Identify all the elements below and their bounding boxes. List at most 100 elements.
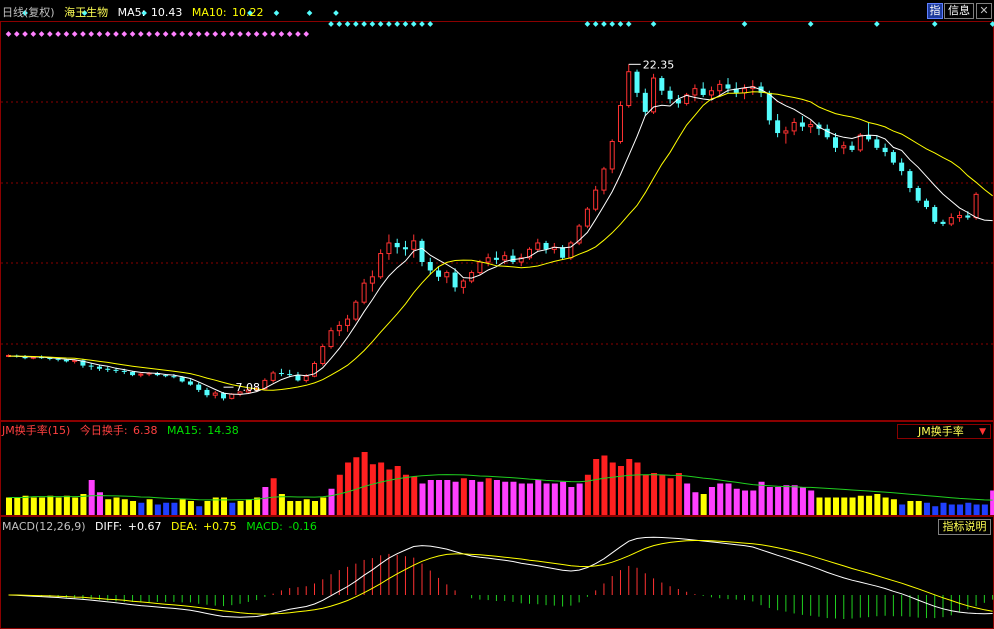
turnover-bar[interactable] [63, 495, 70, 515]
candle[interactable] [212, 390, 218, 399]
candle[interactable] [311, 361, 317, 378]
turnover-bar[interactable] [237, 501, 244, 515]
turnover-bar[interactable] [651, 473, 658, 515]
turnover-bar[interactable] [849, 497, 856, 516]
candle[interactable] [154, 371, 160, 377]
candle[interactable] [460, 278, 466, 294]
candle[interactable] [742, 84, 748, 100]
candle[interactable] [584, 207, 590, 229]
candle[interactable] [973, 192, 979, 220]
turnover-bar[interactable] [469, 480, 476, 515]
candle[interactable] [717, 80, 723, 95]
turnover-bar[interactable] [303, 499, 310, 515]
candle[interactable] [626, 64, 632, 108]
turnover-bar[interactable] [328, 488, 335, 515]
turnover-bar[interactable] [899, 504, 906, 516]
turnover-bar[interactable] [535, 480, 542, 515]
indicator-dropdown[interactable]: JM换手率 ▼ [897, 424, 991, 439]
turnover-bar[interactable] [543, 483, 550, 516]
turnover-bar[interactable] [700, 494, 707, 515]
candle[interactable] [278, 368, 284, 377]
candle[interactable] [287, 369, 293, 378]
candle[interactable] [436, 266, 442, 282]
turnover-bar[interactable] [493, 480, 500, 515]
candle[interactable] [775, 114, 781, 138]
candle[interactable] [808, 120, 814, 134]
turnover-bar[interactable] [973, 504, 980, 516]
turnover-bar[interactable] [584, 474, 591, 515]
indicator-button[interactable]: 指 [927, 3, 943, 19]
candle[interactable] [948, 213, 954, 227]
turnover-bar[interactable] [154, 504, 161, 516]
candle[interactable] [915, 185, 921, 203]
turnover-bar[interactable] [725, 483, 732, 516]
candle[interactable] [667, 86, 673, 104]
turnover-bar[interactable] [221, 497, 228, 516]
candle[interactable] [386, 234, 392, 260]
candle[interactable] [394, 238, 400, 254]
turnover-bar[interactable] [766, 487, 773, 515]
turnover-bar[interactable] [750, 490, 757, 516]
candle[interactable] [96, 364, 102, 371]
turnover-bar[interactable] [369, 464, 376, 515]
macd-histogram[interactable] [9, 553, 994, 619]
turnover-bar[interactable] [361, 452, 368, 515]
turnover-bar[interactable] [890, 499, 897, 515]
candle[interactable] [493, 251, 499, 265]
candlestick-series[interactable] [6, 64, 979, 401]
candle[interactable] [295, 371, 301, 382]
candle[interactable] [675, 94, 681, 108]
candle[interactable] [535, 238, 541, 252]
turnover-bar[interactable] [940, 502, 947, 515]
turnover-bar[interactable] [684, 483, 691, 516]
turnover-bar[interactable] [311, 501, 318, 515]
candle[interactable] [882, 143, 888, 157]
turnover-bar[interactable] [204, 501, 211, 515]
turnover-bar[interactable] [22, 495, 29, 515]
turnover-bar[interactable] [965, 502, 972, 515]
turnover-bar[interactable] [353, 457, 360, 515]
candle[interactable] [684, 92, 690, 106]
turnover-bar[interactable] [30, 497, 37, 516]
candle[interactable] [510, 249, 516, 265]
candle[interactable] [824, 124, 830, 140]
turnover-bar[interactable] [866, 495, 873, 515]
turnover-bar[interactable] [833, 497, 839, 516]
turnover-bar[interactable] [14, 497, 21, 516]
candle[interactable] [923, 198, 929, 210]
candle[interactable] [105, 366, 111, 372]
candle[interactable] [419, 238, 425, 267]
candle[interactable] [799, 116, 805, 131]
candle[interactable] [411, 234, 417, 258]
turnover-bar[interactable] [601, 455, 608, 516]
turnover-bar[interactable] [799, 487, 806, 515]
candle[interactable] [427, 257, 433, 275]
candle[interactable] [444, 270, 450, 284]
turnover-bar[interactable] [436, 480, 443, 515]
candle[interactable] [692, 84, 698, 102]
turnover-bar[interactable] [634, 462, 641, 516]
turnover-bar[interactable] [502, 481, 509, 515]
turnover-bar[interactable] [626, 459, 633, 515]
turnover-bar[interactable] [113, 497, 120, 516]
turnover-bar[interactable] [55, 497, 62, 516]
candle[interactable] [378, 249, 384, 279]
candle[interactable] [816, 122, 822, 136]
turnover-bar[interactable] [518, 483, 525, 516]
candle[interactable] [593, 185, 599, 212]
turnover-bar[interactable] [758, 481, 765, 515]
turnover-bar[interactable] [179, 499, 186, 515]
candle[interactable] [345, 314, 351, 332]
candle[interactable] [270, 370, 276, 383]
turnover-bar[interactable] [163, 502, 170, 515]
candle[interactable] [527, 247, 533, 260]
turnover-bar[interactable] [278, 494, 285, 515]
turnover-bar[interactable] [452, 481, 459, 515]
turnover-bar[interactable] [981, 504, 988, 516]
turnover-bar[interactable] [146, 499, 153, 515]
candle[interactable] [841, 141, 847, 155]
turnover-bar[interactable] [295, 501, 302, 515]
turnover-bar[interactable] [477, 481, 484, 515]
turnover-bar[interactable] [617, 466, 624, 515]
turnover-bar[interactable] [196, 506, 203, 515]
